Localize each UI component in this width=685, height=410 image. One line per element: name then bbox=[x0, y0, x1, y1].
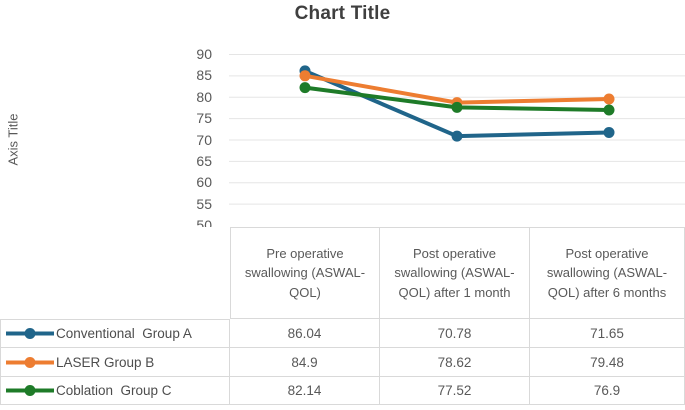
legend-marker-icon bbox=[6, 328, 54, 339]
data-table: Pre operative swallowing (ASWAL-QOL) Post… bbox=[0, 227, 685, 405]
y-axis-title-text: Axis Title bbox=[5, 113, 21, 166]
y-tick-label: 85 bbox=[196, 67, 212, 84]
legend-cell: Coblation Group C bbox=[0, 377, 230, 405]
value-cell: 77.52 bbox=[380, 377, 530, 405]
value-cell: 70.78 bbox=[380, 319, 530, 348]
legend-marker-icon bbox=[6, 356, 54, 368]
value-cell: 78.62 bbox=[380, 348, 530, 377]
y-tick-label: 80 bbox=[196, 88, 212, 105]
legend-label: Coblation Group C bbox=[56, 383, 172, 398]
column-header: Post operative swallowing (ASWAL-QOL) af… bbox=[530, 227, 685, 319]
legend-label: LASER Group B bbox=[56, 354, 155, 370]
value-cell: 86.04 bbox=[230, 319, 380, 348]
column-header-label: Post operative swallowing (ASWAL-QOL) af… bbox=[394, 245, 515, 300]
value-cell: 82.14 bbox=[230, 377, 380, 405]
data-point-marker bbox=[451, 101, 463, 113]
data-point-marker bbox=[603, 93, 615, 105]
legend-marker-icon bbox=[6, 385, 54, 396]
chart-title: Chart Title bbox=[294, 3, 391, 24]
data-point-marker bbox=[451, 130, 463, 142]
value-cell: 76.9 bbox=[530, 377, 685, 405]
column-header-label: Post operative swallowing (ASWAL-QOL) af… bbox=[546, 245, 668, 300]
y-tick-label: 75 bbox=[196, 110, 212, 127]
column-header: Post operative swallowing (ASWAL-QOL) af… bbox=[380, 227, 530, 319]
value-cell: 84.9 bbox=[230, 348, 380, 377]
value-cell: 71.65 bbox=[530, 319, 685, 348]
y-axis-ticks: 90 85 80 75 70 65 60 55 50 bbox=[160, 46, 212, 233]
data-point-marker bbox=[299, 70, 311, 82]
y-tick-label: 55 bbox=[196, 195, 212, 212]
table-corner-cell bbox=[0, 227, 230, 319]
y-tick-label: 65 bbox=[196, 152, 212, 169]
y-axis-title: Axis Title bbox=[0, 54, 26, 225]
legend-cell: LASER Group B bbox=[0, 348, 230, 377]
y-tick-label: 90 bbox=[196, 46, 212, 62]
legend-dot bbox=[24, 356, 36, 368]
value-cell: 79.48 bbox=[530, 348, 685, 377]
column-header: Pre operative swallowing (ASWAL-QOL) bbox=[230, 227, 380, 319]
legend-dot bbox=[24, 385, 36, 396]
column-header-label: Pre operative swallowing (ASWAL-QOL) bbox=[244, 245, 366, 300]
data-point-marker bbox=[603, 126, 615, 138]
legend-dot bbox=[24, 328, 36, 339]
data-point-marker bbox=[299, 82, 311, 94]
data-point-marker bbox=[603, 104, 615, 116]
legend-cell: Conventional Group A bbox=[0, 319, 230, 348]
y-tick-label: 70 bbox=[196, 131, 212, 148]
legend-label: Conventional Group A bbox=[56, 326, 192, 341]
y-tick-label: 60 bbox=[196, 174, 212, 191]
line-plot bbox=[229, 54, 685, 205]
